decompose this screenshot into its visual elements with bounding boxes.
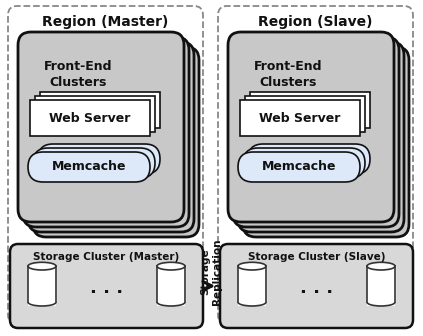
Bar xyxy=(40,92,160,128)
Text: Memcache: Memcache xyxy=(52,161,126,173)
FancyBboxPatch shape xyxy=(228,32,394,222)
Bar xyxy=(238,274,266,306)
FancyBboxPatch shape xyxy=(10,244,203,328)
Text: Web Server: Web Server xyxy=(259,112,341,125)
FancyBboxPatch shape xyxy=(18,32,184,222)
Text: Web Server: Web Server xyxy=(49,112,131,125)
Bar xyxy=(367,274,395,306)
FancyBboxPatch shape xyxy=(233,37,399,227)
FancyBboxPatch shape xyxy=(220,244,413,328)
Text: Storage
Replication: Storage Replication xyxy=(201,239,222,305)
Polygon shape xyxy=(367,266,395,302)
Text: . . .: . . . xyxy=(90,279,123,297)
FancyBboxPatch shape xyxy=(23,37,189,227)
Bar xyxy=(245,96,365,132)
Ellipse shape xyxy=(238,262,266,270)
Text: Storage Cluster (Slave): Storage Cluster (Slave) xyxy=(248,252,385,262)
Text: Region (Slave): Region (Slave) xyxy=(258,15,373,29)
Text: Region (Master): Region (Master) xyxy=(42,15,169,29)
Text: Front-End
Clusters: Front-End Clusters xyxy=(254,59,322,88)
Bar xyxy=(250,92,370,128)
FancyBboxPatch shape xyxy=(33,148,155,178)
Ellipse shape xyxy=(28,262,56,270)
Bar xyxy=(240,100,360,136)
FancyBboxPatch shape xyxy=(28,42,194,232)
FancyBboxPatch shape xyxy=(243,148,365,178)
Text: . . .: . . . xyxy=(300,279,333,297)
FancyArrowPatch shape xyxy=(203,282,212,290)
Ellipse shape xyxy=(157,262,185,270)
FancyBboxPatch shape xyxy=(243,47,409,237)
Text: Front-End
Clusters: Front-End Clusters xyxy=(44,59,112,88)
FancyBboxPatch shape xyxy=(38,144,160,174)
Ellipse shape xyxy=(367,262,395,270)
Text: Storage Cluster (Master): Storage Cluster (Master) xyxy=(33,252,180,262)
Bar xyxy=(35,96,155,132)
FancyBboxPatch shape xyxy=(28,152,150,182)
Bar xyxy=(157,274,185,306)
FancyBboxPatch shape xyxy=(238,42,404,232)
FancyBboxPatch shape xyxy=(33,47,199,237)
Bar xyxy=(28,274,56,306)
Polygon shape xyxy=(157,266,185,302)
FancyBboxPatch shape xyxy=(238,152,360,182)
Polygon shape xyxy=(28,266,56,302)
FancyBboxPatch shape xyxy=(248,144,370,174)
Text: Memcache: Memcache xyxy=(262,161,336,173)
Bar xyxy=(30,100,150,136)
Polygon shape xyxy=(238,266,266,302)
